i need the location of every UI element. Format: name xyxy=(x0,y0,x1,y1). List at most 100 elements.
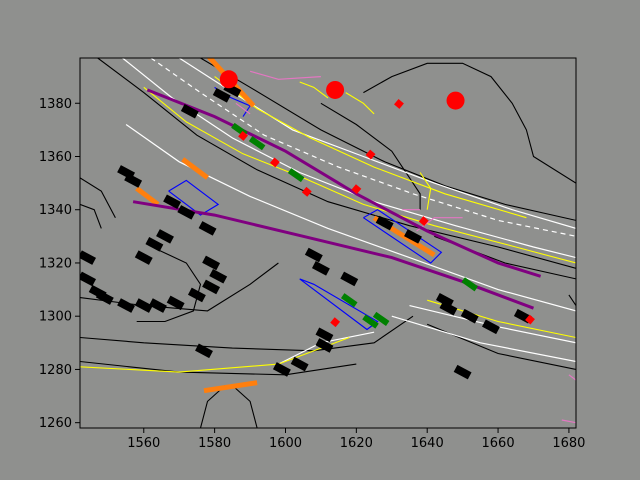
vehicle-box xyxy=(163,194,182,210)
lane-boundary-line xyxy=(363,62,576,184)
vehicle-box xyxy=(315,327,334,343)
x-tick: 1620 xyxy=(340,428,373,451)
vehicle-box xyxy=(180,103,199,119)
x-tick-label: 1680 xyxy=(552,436,585,451)
red-marker xyxy=(238,130,248,141)
walkway-line xyxy=(568,374,576,381)
vehicle-box xyxy=(311,261,330,276)
lane-boundary-line xyxy=(80,315,414,352)
route-line xyxy=(146,88,542,278)
vehicle-box xyxy=(315,338,334,353)
lane-line xyxy=(125,124,576,312)
red-marker xyxy=(418,216,429,226)
walkway-line xyxy=(249,70,321,80)
traffic-light-dot xyxy=(326,80,345,99)
red-marker xyxy=(269,157,280,168)
x-axis: 1560 1580 1600 1620 1640 1660 1680 xyxy=(127,428,585,451)
lane-center-line xyxy=(345,92,375,115)
lane-line xyxy=(391,315,576,363)
vehicle-box xyxy=(212,87,231,103)
agent-box xyxy=(248,136,266,151)
vehicle-box xyxy=(95,290,114,305)
y-tick-label: 1260 xyxy=(39,416,72,431)
red-marker xyxy=(394,99,404,109)
y-axis: 1260 1280 1300 1320 1340 1360 1380 xyxy=(39,97,80,431)
red-marker xyxy=(525,314,535,325)
x-tick: 1600 xyxy=(269,428,302,451)
x-tick: 1660 xyxy=(482,428,515,451)
vehicle-box xyxy=(435,292,454,308)
vehicle-box xyxy=(195,343,213,359)
walkway-line xyxy=(561,419,576,424)
agent-box xyxy=(362,314,379,329)
vehicle-box xyxy=(166,295,185,311)
vehicle-box xyxy=(134,298,153,313)
vehicle-box xyxy=(134,250,153,265)
y-tick: 1320 xyxy=(39,256,80,271)
x-tick-label: 1560 xyxy=(127,436,160,451)
agent-box xyxy=(287,168,305,183)
vehicle-box xyxy=(340,271,359,287)
red-marker xyxy=(351,184,362,195)
vehicle-box xyxy=(439,300,458,316)
agent-box xyxy=(372,311,390,326)
lane-boundary-line xyxy=(80,203,102,229)
crosswalk-polygon xyxy=(363,209,443,264)
lane-boundary-line xyxy=(200,58,576,221)
walkway-line xyxy=(235,102,251,115)
y-tick: 1260 xyxy=(39,416,80,431)
red-marker xyxy=(301,186,312,197)
vehicle-box xyxy=(117,298,136,313)
lane-boundary-line xyxy=(568,294,576,306)
stop-line xyxy=(135,186,160,207)
x-tick-label: 1660 xyxy=(482,436,515,451)
vehicle-box xyxy=(80,271,97,287)
vehicle-box xyxy=(187,287,206,303)
red-marker xyxy=(330,317,341,328)
vehicle-box xyxy=(290,356,309,372)
y-tick: 1360 xyxy=(39,150,80,165)
y-tick-label: 1320 xyxy=(39,256,72,271)
traffic-light-dot xyxy=(219,70,238,89)
x-tick: 1680 xyxy=(552,428,585,451)
y-tick-label: 1280 xyxy=(39,363,72,378)
x-tick: 1580 xyxy=(198,428,231,451)
lane-center-line xyxy=(299,81,329,99)
agent-box xyxy=(461,277,479,292)
x-tick-label: 1620 xyxy=(340,436,373,451)
vehicle-box xyxy=(124,173,143,188)
lane-center-line xyxy=(419,172,432,210)
vehicle-box xyxy=(304,247,323,263)
vehicle-box xyxy=(460,308,479,324)
x-tick-label: 1640 xyxy=(411,436,444,451)
vehicle-box xyxy=(482,319,500,335)
traffic-light-dot xyxy=(446,91,465,110)
stop-line xyxy=(181,157,210,180)
vehicle-box xyxy=(149,298,167,313)
crosswalk-polygon xyxy=(299,278,379,331)
vehicle-box xyxy=(272,362,291,377)
red-marker xyxy=(365,149,376,160)
lane-boundary-line xyxy=(80,360,357,376)
lane-line xyxy=(150,58,576,237)
vehicle-box xyxy=(375,215,394,231)
y-tick: 1300 xyxy=(39,310,80,325)
x-tick: 1560 xyxy=(127,428,160,451)
y-tick-label: 1360 xyxy=(39,150,72,165)
vehicle-box xyxy=(198,221,217,236)
vehicle-box xyxy=(202,255,221,271)
y-tick: 1340 xyxy=(39,203,80,218)
vehicle-box xyxy=(177,205,196,220)
y-tick-label: 1380 xyxy=(39,97,72,112)
vehicle-box xyxy=(404,229,422,244)
vehicle-box xyxy=(80,250,97,265)
y-tick-label: 1340 xyxy=(39,203,72,218)
x-tick-label: 1580 xyxy=(198,436,231,451)
agent-box xyxy=(340,293,358,308)
y-tick: 1380 xyxy=(39,97,80,112)
lane-center-line xyxy=(143,86,576,264)
axes-frame xyxy=(79,57,577,429)
y-tick: 1280 xyxy=(39,363,80,378)
vehicle-box xyxy=(156,229,174,244)
